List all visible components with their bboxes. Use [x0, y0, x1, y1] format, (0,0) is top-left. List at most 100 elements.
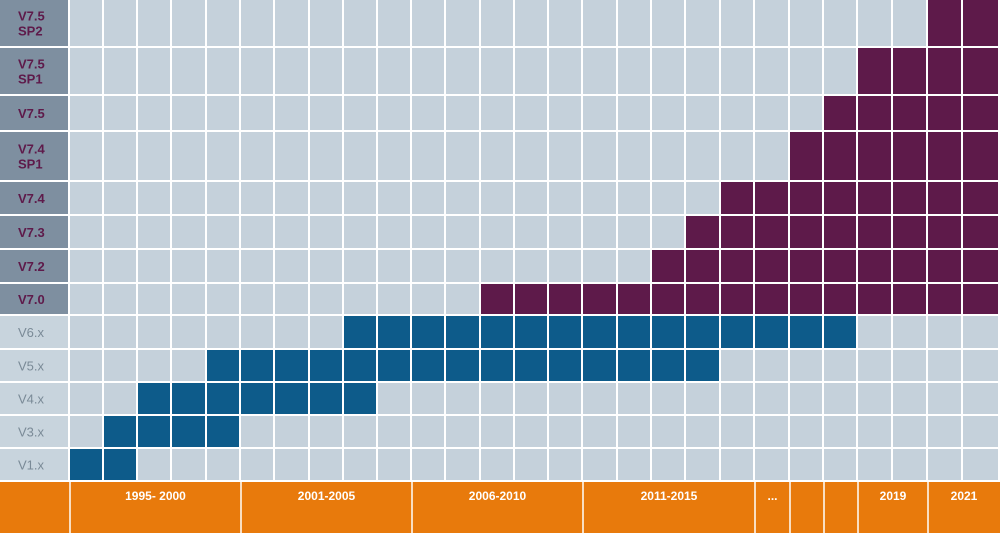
support-cell-empty — [310, 182, 342, 214]
support-cell-empty — [310, 132, 342, 180]
support-cell-empty — [310, 449, 342, 480]
support-cell-empty — [207, 316, 239, 348]
support-cell-active — [893, 250, 926, 282]
support-cell-empty — [412, 182, 444, 214]
support-cell-empty — [138, 96, 170, 130]
support-cell-empty — [686, 48, 719, 94]
support-cell-active — [686, 250, 719, 282]
support-cell-active — [928, 132, 961, 180]
support-cell-empty — [207, 284, 239, 314]
support-cell-active — [790, 132, 822, 180]
support-cell-empty — [344, 48, 376, 94]
support-cell-empty — [652, 0, 684, 46]
support-cell-active — [755, 182, 788, 214]
support-cell-empty — [790, 416, 822, 447]
support-cell-empty — [378, 284, 410, 314]
version-label: V7.5 SP2 — [18, 9, 45, 39]
support-cell-empty — [412, 416, 444, 447]
support-cell-active — [928, 250, 961, 282]
support-cell-active — [549, 284, 581, 314]
support-cell-empty — [549, 449, 581, 480]
support-cell-active — [618, 350, 650, 381]
support-cell-empty — [721, 0, 753, 46]
support-cell-empty — [172, 96, 205, 130]
support-cell-active — [549, 316, 581, 348]
support-cell-active — [515, 284, 547, 314]
support-cell-empty — [755, 383, 788, 414]
support-cell-active — [928, 48, 961, 94]
support-cell-active — [963, 250, 998, 282]
support-cell-empty — [790, 96, 822, 130]
support-cell-active — [790, 284, 822, 314]
support-cell-empty — [172, 182, 205, 214]
support-cell-active — [963, 48, 998, 94]
support-cell-empty — [824, 416, 856, 447]
support-cell-empty — [755, 0, 788, 46]
support-cell-empty — [241, 250, 273, 282]
support-cell-empty — [138, 316, 170, 348]
support-cell-empty — [481, 0, 513, 46]
support-cell-empty — [138, 350, 170, 381]
support-cell-empty — [138, 449, 170, 480]
support-cell-empty — [686, 132, 719, 180]
support-cell-empty — [207, 250, 239, 282]
support-cell-active — [618, 316, 650, 348]
support-cell-empty — [378, 449, 410, 480]
support-cell-empty — [618, 96, 650, 130]
support-cell-empty — [344, 96, 376, 130]
support-cell-active — [549, 350, 581, 381]
support-cell-empty — [241, 316, 273, 348]
version-label: V7.2 — [18, 259, 45, 274]
support-cell-empty — [344, 182, 376, 214]
support-cell-empty — [310, 250, 342, 282]
support-cell-empty — [275, 132, 308, 180]
support-cell-empty — [275, 0, 308, 46]
support-cell-empty — [686, 383, 719, 414]
support-cell-active — [893, 48, 926, 94]
support-cell-active — [481, 284, 513, 314]
support-cell-empty — [824, 449, 856, 480]
support-cell-empty — [70, 182, 102, 214]
support-cell-active — [824, 132, 856, 180]
support-cell-active — [583, 316, 616, 348]
support-cell-active — [824, 250, 856, 282]
support-cell-empty — [583, 0, 616, 46]
support-cell-empty — [755, 96, 788, 130]
support-cell-active — [858, 284, 891, 314]
support-cell-empty — [549, 48, 581, 94]
support-cell-empty — [241, 182, 273, 214]
support-cell-active — [686, 284, 719, 314]
support-cell-active — [824, 182, 856, 214]
support-cell-empty — [481, 48, 513, 94]
support-cell-active — [70, 449, 102, 480]
support-cell-empty — [893, 383, 926, 414]
support-cell-empty — [515, 182, 547, 214]
support-cell-empty — [790, 383, 822, 414]
support-cell-active — [893, 132, 926, 180]
support-cell-empty — [310, 416, 342, 447]
version-label: V7.5 — [18, 106, 45, 121]
support-cell-empty — [241, 216, 273, 248]
support-cell-active — [858, 250, 891, 282]
support-cell-empty — [858, 316, 891, 348]
support-cell-empty — [686, 449, 719, 480]
timeline-period-label: 2001-2005 — [298, 489, 356, 503]
support-cell-empty — [618, 132, 650, 180]
support-cell-empty — [583, 383, 616, 414]
support-cell-empty — [207, 182, 239, 214]
support-cell-active — [583, 350, 616, 381]
version-label: V3.x — [18, 425, 45, 440]
version-label: V7.3 — [18, 225, 45, 240]
support-cell-empty — [241, 96, 273, 130]
support-cell-empty — [310, 316, 342, 348]
support-cell-empty — [412, 0, 444, 46]
support-cell-empty — [721, 48, 753, 94]
support-cell-empty — [481, 250, 513, 282]
support-cell-empty — [618, 449, 650, 480]
support-cell-empty — [207, 0, 239, 46]
support-cell-empty — [824, 0, 856, 46]
support-cell-empty — [70, 383, 102, 414]
support-cell-empty — [207, 216, 239, 248]
